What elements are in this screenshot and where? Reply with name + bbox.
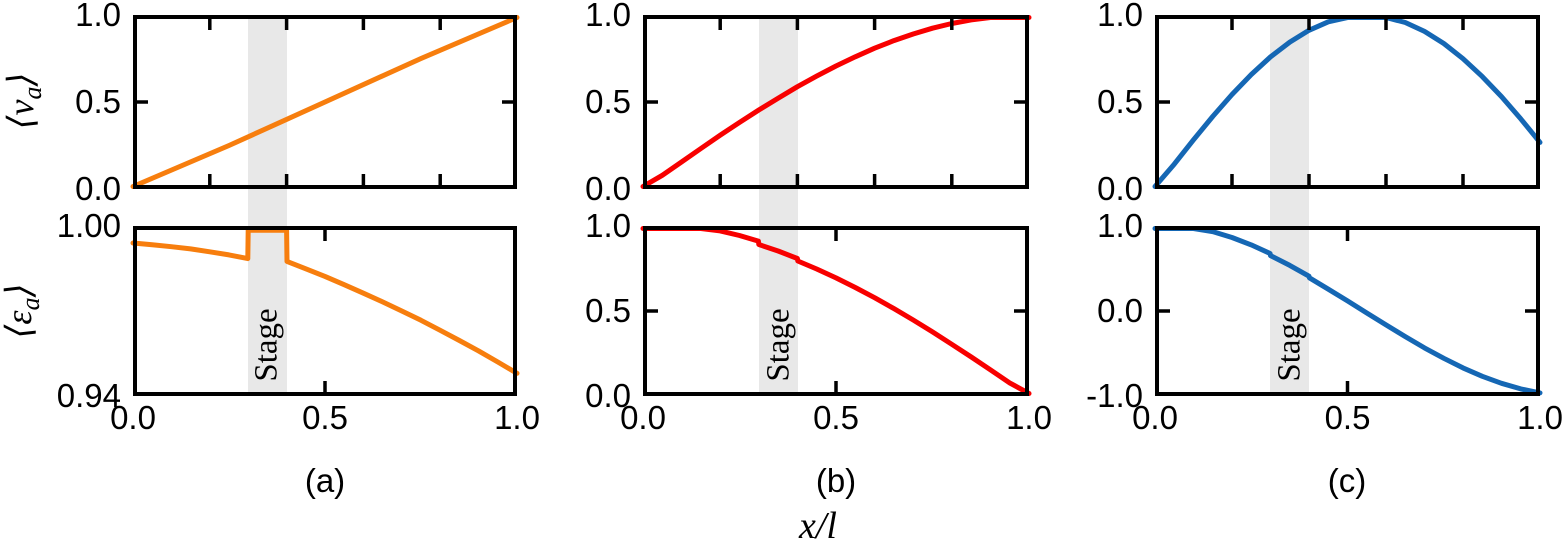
plot-frame	[1155, 226, 1540, 396]
curve-b-bottom	[640, 226, 1032, 396]
plot-frame	[643, 226, 1029, 396]
x-tick-label: 1.0	[1517, 399, 1563, 436]
stage-label: Stage	[760, 308, 797, 382]
y-tick-label: 1.0	[1097, 206, 1143, 244]
y-tick-label: 1.00	[56, 206, 121, 244]
curve-c-bottom	[1152, 226, 1543, 396]
curve-b-top	[640, 15, 1032, 189]
plot-b-bottom	[640, 226, 1032, 396]
curve-c-top	[1152, 15, 1543, 189]
y-tick-label: 0.94	[56, 376, 121, 414]
y-tick-label: 1.0	[75, 0, 121, 33]
plot-c-bottom	[1152, 226, 1543, 396]
y-tick-label: 1.0	[585, 206, 631, 244]
y-tick-label: -1.0	[1086, 376, 1143, 414]
plot-b-top	[640, 15, 1032, 189]
symbol: ε	[0, 310, 39, 325]
curve-a-top	[130, 15, 520, 189]
x-tick-label: 0.0	[110, 399, 156, 436]
panel-label-a: (a)	[304, 462, 346, 499]
x-tick-label: 0.0	[620, 399, 666, 436]
plot-c-top	[1152, 15, 1543, 189]
panel-label-b: (b)	[815, 462, 857, 499]
y-tick-label: 0.0	[1097, 291, 1143, 329]
y-tick-label: 0.5	[75, 82, 121, 120]
y-tick-label: 0.0	[585, 169, 631, 207]
plot-frame	[643, 15, 1029, 189]
y-tick-label: 0.5	[585, 82, 631, 120]
plot-frame	[133, 226, 517, 396]
y-tick-label: 1.0	[585, 0, 631, 33]
y-tick-label: 0.5	[1097, 82, 1143, 120]
stage-label: Stage	[1271, 308, 1308, 382]
x-tick-label: 0.5	[813, 399, 859, 436]
stage-band-b	[759, 15, 798, 396]
y-tick-label: 0.0	[585, 376, 631, 414]
panel-label-c: (c)	[1327, 462, 1367, 499]
stage-label: Stage	[248, 308, 285, 382]
stage-band-c	[1270, 15, 1309, 396]
y-tick-label: 0.0	[75, 169, 121, 207]
x-tick-label: 0.5	[302, 399, 348, 436]
y-tick-label: 1.0	[1097, 0, 1143, 33]
curve-a-bottom	[130, 227, 520, 376]
plot-frame	[1155, 15, 1540, 189]
plot-a-bottom	[130, 226, 520, 396]
y-tick-label: 0.5	[585, 291, 631, 329]
bracket: ⟩	[0, 283, 39, 298]
x-tick-label: 0.5	[1324, 399, 1371, 436]
subscript: a	[16, 297, 46, 311]
y-tick-label: 0.0	[1097, 169, 1143, 207]
x-tick-label: 0.0	[1132, 399, 1178, 436]
plot-a-top	[130, 15, 520, 189]
x-tick-label: 1.0	[494, 399, 540, 436]
x-tick-label: 1.0	[1006, 399, 1052, 436]
x-axis-label: x/l	[799, 505, 837, 543]
stage-band-a	[248, 15, 287, 396]
y-axis-label-strain: ⟨εa⟩	[0, 283, 46, 338]
bracket: ⟨	[0, 324, 39, 339]
